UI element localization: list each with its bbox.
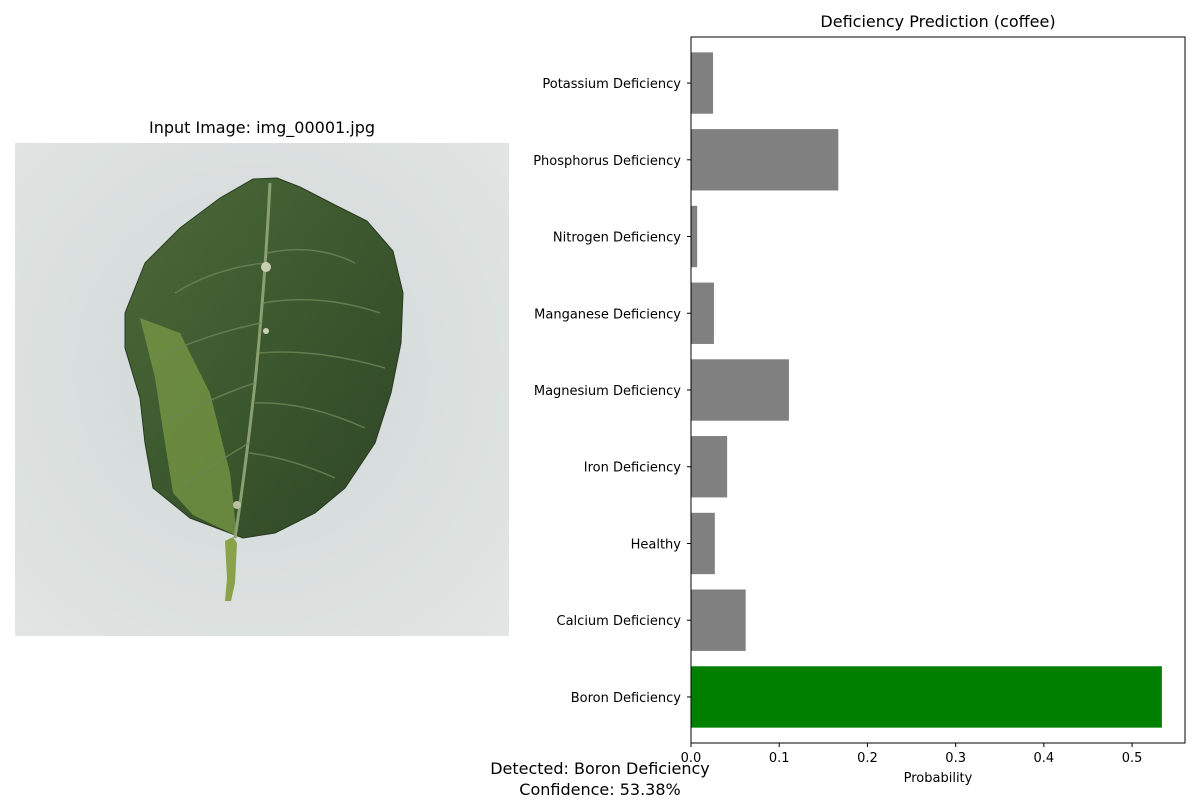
bar	[691, 129, 839, 191]
x-tick-label: 0.2	[857, 751, 878, 766]
y-tick-label: Magnesium Deficiency	[534, 384, 681, 399]
x-tick-label: 0.4	[1034, 751, 1055, 766]
x-axis-label: Probability	[904, 771, 973, 786]
x-tick-label: 0.5	[1122, 751, 1143, 766]
y-tick-label: Phosphorus Deficiency	[533, 154, 681, 169]
bar	[691, 436, 728, 498]
y-tick-label: Boron Deficiency	[571, 691, 682, 706]
y-tick-label: Nitrogen Deficiency	[553, 231, 681, 246]
x-tick-label: 0.3	[945, 751, 966, 766]
prediction-result: Detected: Boron Deficiency Confidence: 5…	[420, 758, 780, 800]
y-tick-label: Manganese Deficiency	[534, 307, 681, 322]
detected-label: Detected: Boron Deficiency	[490, 759, 710, 778]
y-tick-label: Calcium Deficiency	[557, 614, 682, 629]
leaf-photo	[15, 143, 509, 636]
confidence-label: Confidence: 53.38%	[519, 780, 681, 799]
bar	[691, 512, 715, 575]
y-tick-label: Healthy	[631, 537, 682, 552]
y-tick-label: Potassium Deficiency	[542, 77, 681, 92]
y-tick-label: Iron Deficiency	[584, 461, 682, 476]
plot-frame	[690, 36, 1186, 744]
bar	[691, 205, 698, 268]
bar	[691, 666, 1162, 728]
leaf-image	[124, 177, 404, 601]
bar	[691, 282, 714, 344]
chart-title: Deficiency Prediction (coffee)	[820, 12, 1056, 31]
bar	[691, 52, 714, 114]
x-tick-label: 0.1	[769, 751, 790, 766]
bar	[691, 359, 789, 421]
bar	[691, 589, 746, 651]
x-tick-label: 0.0	[681, 751, 702, 766]
image-title: Input Image: img_00001.jpg	[148, 118, 376, 137]
